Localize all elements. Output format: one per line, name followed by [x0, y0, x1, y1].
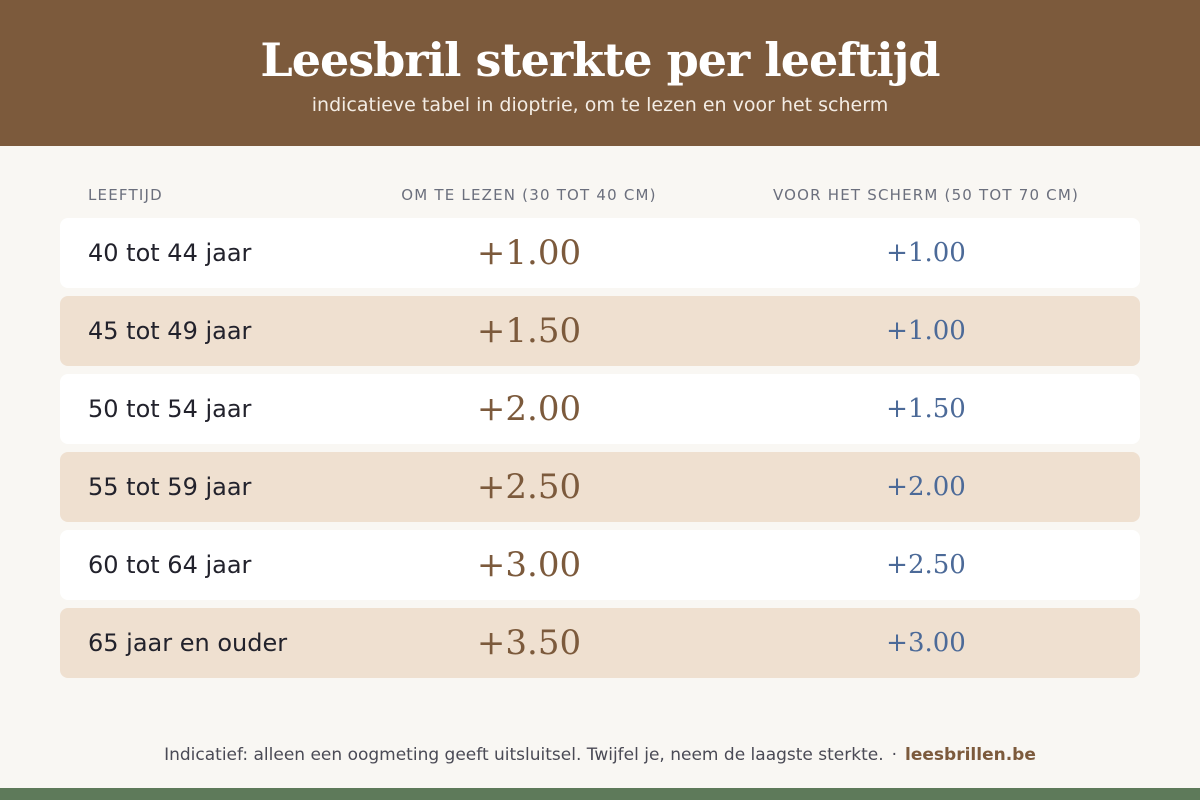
column-header-age: LEEFTIJD — [88, 186, 163, 204]
screen-strength: +2.00 — [886, 472, 966, 502]
age-range: 50 tot 54 jaar — [88, 395, 252, 423]
age-range: 55 tot 59 jaar — [88, 473, 252, 501]
table-row: 45 tot 49 jaar +1.50 +1.00 — [60, 296, 1140, 366]
footer-separator: · — [891, 745, 898, 765]
reading-strength: +1.00 — [476, 233, 582, 273]
table-row: 65 jaar en ouder +3.50 +3.00 — [60, 608, 1140, 678]
age-range: 65 jaar en ouder — [88, 629, 288, 657]
reading-strength: +2.00 — [476, 389, 582, 429]
table-row: 40 tot 44 jaar +1.00 +1.00 — [60, 218, 1140, 288]
page-subtitle: indicatieve tabel in dioptrie, om te lez… — [311, 94, 889, 116]
age-range: 60 tot 64 jaar — [88, 551, 252, 579]
page-header: Leesbril sterkte per leeftijd indicatiev… — [0, 0, 1200, 146]
screen-strength: +2.50 — [886, 550, 966, 580]
screen-strength: +3.00 — [886, 628, 966, 658]
reading-strength: +3.50 — [476, 623, 582, 663]
screen-strength: +1.00 — [886, 238, 966, 268]
reading-strength: +2.50 — [476, 467, 582, 507]
table-row: 60 tot 64 jaar +3.00 +2.50 — [60, 530, 1140, 600]
footer: Indicatief: alleen een oogmeting geeft u… — [0, 743, 1200, 767]
page-title: Leesbril sterkte per leeftijd — [260, 33, 940, 87]
reading-strength: +3.00 — [476, 545, 582, 585]
age-range: 40 tot 44 jaar — [88, 239, 252, 267]
disclaimer-text: Indicatief: alleen een oogmeting geeft u… — [164, 745, 884, 765]
reading-strength: +1.50 — [476, 311, 582, 351]
brand-link[interactable]: leesbrillen.be — [905, 745, 1036, 765]
table-row: 50 tot 54 jaar +2.00 +1.50 — [60, 374, 1140, 444]
bottom-accent-bar — [0, 788, 1200, 800]
strength-table: 40 tot 44 jaar +1.00 +1.00 45 tot 49 jaa… — [60, 218, 1140, 686]
column-header-screen: VOOR HET SCHERM (50 TOT 70 CM) — [772, 186, 1080, 204]
column-header-reading: OM TE LEZEN (30 TOT 40 CM) — [401, 186, 657, 204]
screen-strength: +1.50 — [886, 394, 966, 424]
screen-strength: +1.00 — [886, 316, 966, 346]
table-row: 55 tot 59 jaar +2.50 +2.00 — [60, 452, 1140, 522]
age-range: 45 tot 49 jaar — [88, 317, 252, 345]
